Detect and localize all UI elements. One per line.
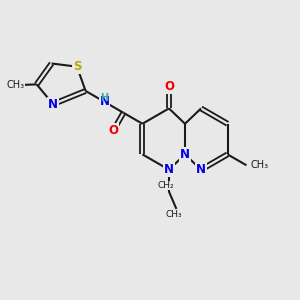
Text: CH₃: CH₃ xyxy=(7,80,25,90)
Text: S: S xyxy=(73,60,81,73)
Text: N: N xyxy=(196,163,206,176)
Text: H: H xyxy=(100,93,109,103)
Text: N: N xyxy=(180,148,190,161)
Text: N: N xyxy=(164,163,174,176)
Text: O: O xyxy=(108,124,118,137)
Text: N: N xyxy=(100,95,110,108)
Text: CH₃: CH₃ xyxy=(251,160,269,170)
Text: CH₃: CH₃ xyxy=(165,210,182,219)
Text: CH₂: CH₂ xyxy=(158,181,174,190)
Text: N: N xyxy=(48,98,58,111)
Text: O: O xyxy=(164,80,174,93)
